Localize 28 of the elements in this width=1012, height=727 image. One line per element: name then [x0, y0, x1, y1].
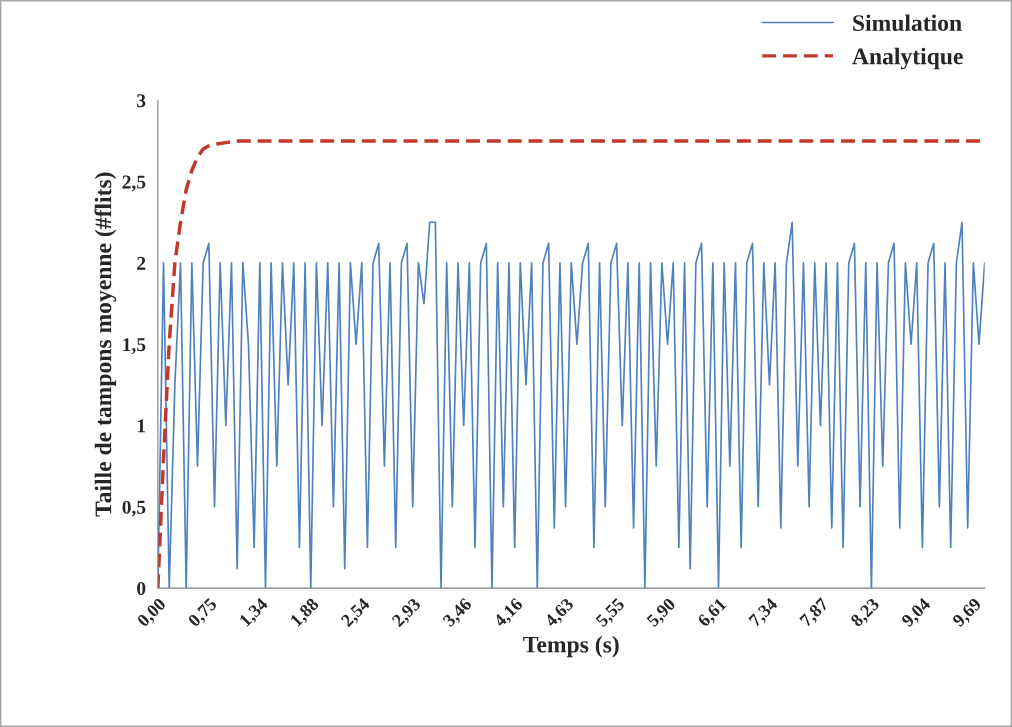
- x-tick-label: 7,34: [748, 597, 781, 629]
- x-tick-label: 2,93: [391, 597, 424, 630]
- x-tick-label: 5,90: [646, 597, 678, 630]
- y-tick-label: 3: [137, 94, 146, 108]
- x-tick-label: 0,00: [136, 597, 169, 630]
- y-tick-label: 2: [137, 256, 146, 270]
- y-tick-label: 0,5: [122, 500, 146, 517]
- x-tick-label: 4,16: [492, 597, 526, 630]
- y-axis-title: Taille de tampons moyenne (#flits): [94, 172, 117, 517]
- y-tick-label: 1: [137, 419, 146, 433]
- x-tick-label: 9,04: [900, 597, 933, 630]
- x-tick-label: 8,23: [849, 597, 882, 630]
- y-tick-label: 0: [137, 581, 146, 596]
- x-tick-label: 4,63: [543, 597, 577, 630]
- x-tick-label: 2,54: [340, 597, 373, 630]
- legend-label: Simulation: [853, 14, 962, 32]
- x-tick-label: 6,61: [697, 597, 729, 630]
- x-tick-label: 3,46: [442, 597, 475, 630]
- x-tick-label: 0,75: [187, 597, 220, 630]
- x-tick-label: 7,87: [799, 597, 831, 629]
- x-axis-title: Temps (s): [523, 635, 619, 658]
- y-tick-label: 1,5: [123, 338, 146, 354]
- x-tick-label: 5,55: [595, 597, 627, 630]
- y-tick-label: 2,5: [122, 175, 146, 192]
- x-tick-label: 1,34: [238, 597, 271, 629]
- x-tick-label: 1,88: [289, 597, 322, 629]
- legend-label: Analytique: [852, 47, 963, 70]
- x-tick-label: 9,69: [951, 597, 984, 630]
